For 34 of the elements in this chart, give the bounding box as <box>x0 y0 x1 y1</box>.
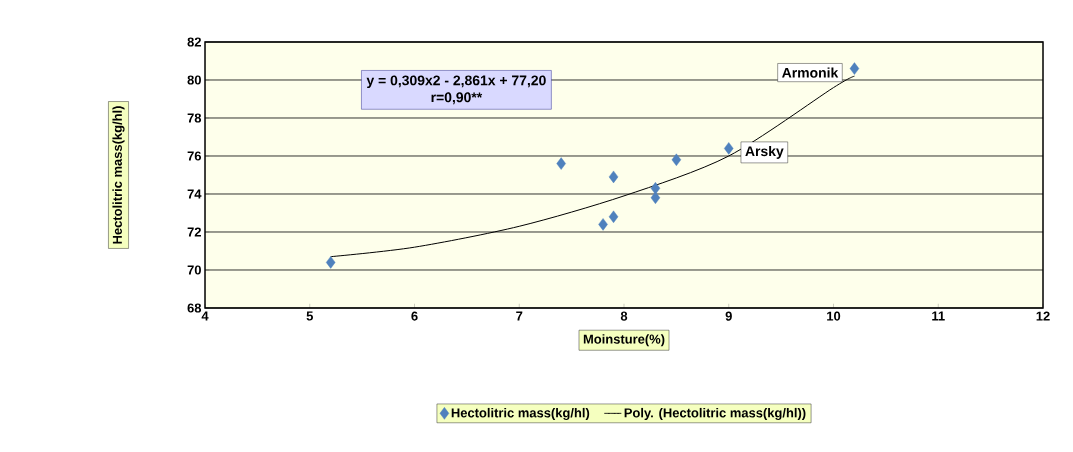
legend-label: Hectolitric mass(kg/hl) <box>451 407 590 421</box>
y-tick-label: 68 <box>187 303 202 313</box>
y-tick-label: 70 <box>187 265 201 275</box>
y-tick-label: 82 <box>187 37 201 47</box>
point <box>671 153 682 166</box>
point <box>650 191 661 204</box>
point <box>556 157 566 170</box>
y-tick-label: 76 <box>187 151 202 161</box>
x-tick-label: 10 <box>827 311 841 321</box>
y-tick-label: 72 <box>187 227 201 237</box>
point <box>598 218 608 231</box>
x-tick-label: 12 <box>1036 311 1050 321</box>
annotation: Arsky <box>745 145 784 159</box>
x-tick-label: 7 <box>516 311 523 321</box>
point <box>724 142 734 155</box>
point <box>608 210 619 223</box>
x-tick-label: 11 <box>932 311 945 321</box>
y-tick-label: 78 <box>187 113 202 123</box>
x-tick-label: 8 <box>620 311 628 321</box>
x-tick-label: 9 <box>725 311 732 321</box>
point <box>608 170 619 184</box>
legend-label: Poly. (Hectolitric mass(kg/hl)) <box>624 407 806 421</box>
annotation: r=0,90** <box>431 92 483 105</box>
y-tick-label: 80 <box>187 75 201 85</box>
x-tick-label: 5 <box>306 311 313 321</box>
x-axis-title: Moinsture(%) <box>583 334 665 347</box>
y-axis-title: Hectolitric mass(kg/hl) <box>112 106 125 244</box>
annotation: Armonik <box>782 67 839 78</box>
x-tick-label: 4 <box>201 311 209 321</box>
y-tick-label: 74 <box>187 189 202 199</box>
x-tick-label: 6 <box>411 311 418 321</box>
annotation: y = 0,309x2 - 2,861x + 77,20 <box>366 75 546 89</box>
point <box>326 256 336 269</box>
point <box>849 62 860 75</box>
